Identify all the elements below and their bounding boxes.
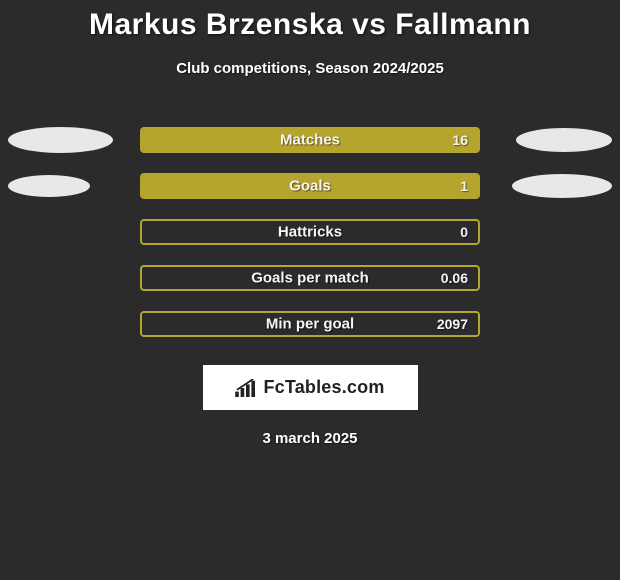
bar-outline: Goals per match 0.06 xyxy=(140,265,480,291)
left-ellipse xyxy=(8,175,90,197)
stat-value: 0.06 xyxy=(441,270,468,286)
stat-row: Matches 16 xyxy=(0,117,620,163)
stat-value: 16 xyxy=(452,132,468,148)
date-label: 3 march 2025 xyxy=(0,430,620,447)
right-ellipse xyxy=(516,128,612,152)
stats-chart: Matches 16 Goals 1 Hattricks 0 Goals per match… xyxy=(0,117,620,347)
bar-outline: Matches 16 xyxy=(140,127,480,153)
page-title: Markus Brzenska vs Fallmann xyxy=(0,8,620,42)
stat-bar: Goals per match 0.06 xyxy=(140,265,480,291)
stat-row: Goals per match 0.06 xyxy=(0,255,620,301)
stat-label: Goals per match xyxy=(251,270,369,287)
bar-outline: Goals 1 xyxy=(140,173,480,199)
stat-bar: Hattricks 0 xyxy=(140,219,480,245)
stat-row: Min per goal 2097 xyxy=(0,301,620,347)
stat-bar: Matches 16 xyxy=(140,127,480,153)
page-subtitle: Club competitions, Season 2024/2025 xyxy=(0,60,620,77)
stat-label: Min per goal xyxy=(266,316,354,333)
branding-text: FcTables.com xyxy=(263,377,384,398)
bar-outline: Hattricks 0 xyxy=(140,219,480,245)
stat-label: Goals xyxy=(289,178,331,195)
stat-label: Hattricks xyxy=(278,224,342,241)
stat-bar: Min per goal 2097 xyxy=(140,311,480,337)
branding-badge: FcTables.com xyxy=(203,365,418,410)
bar-outline: Min per goal 2097 xyxy=(140,311,480,337)
stat-value: 0 xyxy=(460,224,468,240)
left-ellipse xyxy=(8,127,113,153)
stat-label: Matches xyxy=(280,132,340,149)
stat-bar: Goals 1 xyxy=(140,173,480,199)
stat-row: Goals 1 xyxy=(0,163,620,209)
stat-value: 2097 xyxy=(437,316,468,332)
chart-icon xyxy=(235,379,257,397)
stat-row: Hattricks 0 xyxy=(0,209,620,255)
right-ellipse xyxy=(512,174,612,198)
stat-value: 1 xyxy=(460,178,468,194)
comparison-card: Markus Brzenska vs Fallmann Club competi… xyxy=(0,0,620,447)
